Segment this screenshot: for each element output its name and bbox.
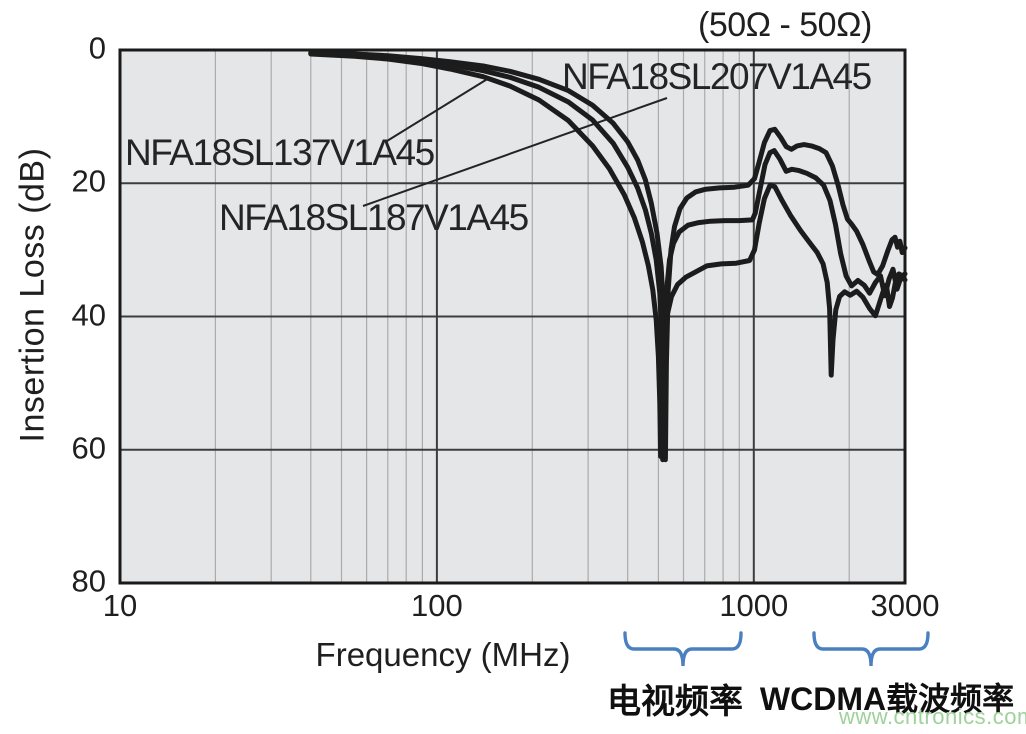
- plot-border: [118, 48, 907, 585]
- y-tick-label-80: 80: [71, 563, 106, 599]
- curve-nfa18sl207v1a45: [308, 50, 908, 463]
- y-tick-label-20: 20: [71, 163, 106, 199]
- series-label-nfa18sl137: NFA18SL137V1A45: [125, 132, 435, 173]
- curve-nfa18sl137v1a45: [308, 50, 908, 463]
- curve-nfa18sl187v1a45: [308, 51, 908, 459]
- tv-band-brace: [623, 631, 743, 667]
- series-label-nfa18sl207: NFA18SL207V1A45: [562, 56, 872, 97]
- chart-title: (50Ω - 50Ω): [698, 6, 872, 44]
- wcdma-band-brace: [812, 631, 930, 667]
- x-tick-label-10: 10: [102, 588, 138, 623]
- y-tick-label-40: 40: [71, 297, 106, 333]
- watermark: www.cntronics.com: [839, 704, 1026, 729]
- x-tick-label-100: 100: [411, 588, 463, 623]
- tv-band-label: 电视频率: [607, 683, 743, 721]
- x-tick-label-3000: 3000: [870, 588, 940, 623]
- series-label-nfa18sl187: NFA18SL187V1A45: [219, 197, 529, 238]
- y-tick-label-0: 0: [88, 30, 106, 66]
- y-tick-label-60: 60: [71, 430, 106, 466]
- x-axis-title: Frequency (MHz): [315, 636, 571, 673]
- wcdma-band-label: WCDMA载波频率: [759, 681, 1015, 717]
- x-tick-label-1000: 1000: [719, 588, 789, 623]
- y-axis-title: Insertion Loss (dB): [13, 147, 52, 443]
- leader-line-187-207: [362, 97, 668, 207]
- leader-line-137: [386, 77, 490, 142]
